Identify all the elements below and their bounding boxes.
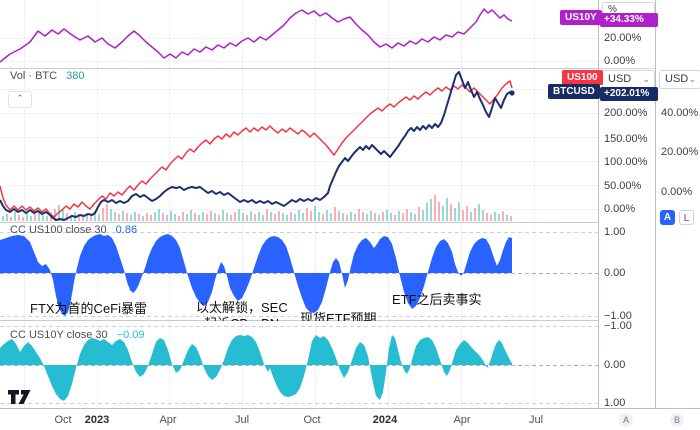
axis-tick: 0.00 <box>604 359 626 371</box>
cc-us10y-area <box>0 335 512 401</box>
currency-dropdown-secondary[interactable]: USD ⌄ <box>659 70 700 89</box>
collapse-pane-button[interactable]: ⌃ <box>8 91 32 108</box>
axis-tick: 150.00% <box>604 133 648 145</box>
chevron-up-icon: ⌃ <box>16 93 24 103</box>
scale-a-badge[interactable]: A <box>619 413 633 427</box>
time-axis-label: Jul <box>234 414 250 426</box>
price-scale-primary[interactable]: % USD ⌄ 20.00% 0.00% 200.00% 150.00% 100.00%… <box>598 0 658 409</box>
us100-symbol-badge[interactable]: US100 <box>562 70 603 85</box>
axis-tick: 40.00% <box>661 107 699 119</box>
axis-tick: 100.00% <box>604 156 648 168</box>
cc-us100-area <box>0 234 512 316</box>
time-axis-label: Oct <box>303 414 321 426</box>
chart-plot-area[interactable]: Vol · BTC 380 ⌃ CC US100 close 30 0.86 C… <box>0 0 603 408</box>
auto-scale-button[interactable]: A <box>660 210 675 225</box>
axis-tick: 200.00% <box>604 107 648 119</box>
axis-tick: 20.00% <box>661 146 699 158</box>
time-axis-label: 2024 <box>372 414 398 426</box>
last-value-badge: +202.01% <box>600 87 658 101</box>
price-scale-secondary[interactable]: USD ⌄ A L 40.00% 20.00% 0.00% <box>655 0 700 408</box>
axis-tick: −1.00 <box>604 320 632 332</box>
time-axis-label: 2023 <box>84 414 110 426</box>
chevron-down-icon: ⌄ <box>642 74 650 84</box>
axis-tick: 0.00% <box>661 186 693 198</box>
text-annotation[interactable]: FTX为首的CeFi暴雷 <box>30 301 148 316</box>
btcusd-symbol-badge[interactable]: BTCUSD <box>548 84 600 99</box>
text-annotation[interactable]: 以太解锁，SEC <box>196 300 288 315</box>
cc-us10y-indicator-title: CC US10Y close 30 <box>10 329 108 341</box>
volume-indicator-value: 380 <box>66 70 85 82</box>
last-value-badge: +34.33% <box>600 13 658 27</box>
scale-b-badge[interactable]: B <box>670 413 684 427</box>
chevron-down-icon: ⌄ <box>688 74 696 84</box>
time-axis-label: Jul <box>528 414 544 426</box>
cc-us100-indicator-value: 0.86 <box>115 224 138 236</box>
lock-scale-button[interactable]: L <box>679 210 694 225</box>
us10y-line <box>0 8 513 63</box>
cc-us100-indicator-title: CC US100 close 30 <box>10 224 107 236</box>
annotation-layer: FTX为首的CeFi暴雷 以太解锁，SEC起诉CB、BN 现货ETF预期 ETF之后卖… <box>0 222 598 321</box>
axis-tick: 50.00% <box>604 180 642 192</box>
currency-label: USD <box>665 73 689 85</box>
currency-label: USD <box>608 73 632 85</box>
axis-tick: 0.00% <box>604 55 636 67</box>
scale-separator <box>599 68 655 69</box>
cc-us10y-indicator-value: −0.09 <box>116 329 145 341</box>
time-axis-label: Apr <box>159 414 177 426</box>
text-annotation[interactable]: 起诉CB、BN <box>204 313 279 321</box>
axis-tick: 0.00 <box>604 267 626 279</box>
axis-tick: 20.00% <box>604 32 642 44</box>
cc-us100-indicator-label[interactable]: CC US100 close 30 0.86 <box>10 224 137 236</box>
time-axis-label: Oct <box>54 414 72 426</box>
tradingview-logo[interactable] <box>8 390 34 405</box>
text-annotation[interactable]: ETF之后卖事实 <box>392 292 482 307</box>
axis-tick: −1.00 <box>604 310 632 322</box>
time-axis-label: Apr <box>453 414 471 426</box>
cc-us10y-indicator-label[interactable]: CC US10Y close 30 −0.09 <box>10 329 145 341</box>
time-axis[interactable]: A B Oct 2023 Apr Jul Oct 2024 Apr Jul <box>0 408 700 430</box>
btcusd-line <box>0 71 513 221</box>
us10y-symbol-badge[interactable]: US10Y <box>560 10 602 25</box>
axis-tick: 0.00% <box>604 203 636 215</box>
axis-tick: 1.00 <box>604 397 626 409</box>
us100-line <box>0 80 513 218</box>
volume-indicator-title: Vol · BTC <box>10 70 58 82</box>
text-annotation[interactable]: 现货ETF预期 <box>300 311 377 321</box>
axis-tick: 1.00 <box>604 226 626 238</box>
chart-canvas[interactable] <box>0 0 598 408</box>
volume-indicator-label[interactable]: Vol · BTC 380 <box>10 70 85 82</box>
